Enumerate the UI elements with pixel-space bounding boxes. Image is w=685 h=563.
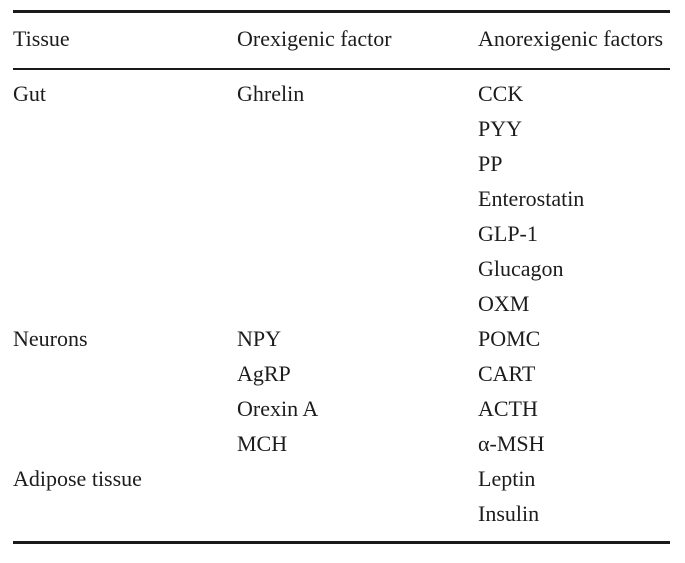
anorexigenic-cell: PP bbox=[478, 151, 503, 176]
table-row: Neurons NPY POMC bbox=[13, 321, 670, 356]
anorexigenic-cell: POMC bbox=[478, 326, 541, 351]
anorexigenic-cell: PYY bbox=[478, 116, 523, 141]
orexigenic-cell: MCH bbox=[237, 431, 288, 456]
table-row: GLP-1 bbox=[13, 216, 670, 251]
tissue-cell bbox=[13, 426, 237, 461]
anorexigenic-cell: ACTH bbox=[478, 396, 538, 421]
tissue-cell bbox=[13, 181, 237, 216]
orexigenic-cell bbox=[237, 146, 478, 181]
anorexigenic-cell: Glucagon bbox=[478, 256, 564, 281]
column-header-orexigenic: Orexigenic factor bbox=[237, 26, 392, 51]
tissue-cell bbox=[13, 356, 237, 391]
table-row: Gut Ghrelin CCK bbox=[13, 76, 670, 111]
table-row: PYY bbox=[13, 111, 670, 146]
table-body: Gut Ghrelin CCK PYY PP Enterostatin GLP-… bbox=[13, 70, 670, 544]
orexigenic-cell: Orexin A bbox=[237, 396, 319, 421]
table-row: Enterostatin bbox=[13, 181, 670, 216]
column-header-anorexigenic: Anorexigenic factors bbox=[478, 26, 664, 51]
tissue-cell bbox=[13, 111, 237, 146]
table-row: AgRP CART bbox=[13, 356, 670, 391]
orexigenic-cell bbox=[237, 251, 478, 286]
orexigenic-cell bbox=[237, 111, 478, 146]
orexigenic-cell: NPY bbox=[237, 326, 282, 351]
tissue-cell bbox=[13, 251, 237, 286]
table-row: Orexin A ACTH bbox=[13, 391, 670, 426]
table-row: Glucagon bbox=[13, 251, 670, 286]
tissue-cell: Neurons bbox=[13, 326, 88, 351]
tissue-cell bbox=[13, 286, 237, 321]
table-row: PP bbox=[13, 146, 670, 181]
orexigenic-cell: AgRP bbox=[237, 361, 291, 386]
orexigenic-cell bbox=[237, 216, 478, 251]
orexigenic-cell bbox=[237, 496, 478, 531]
anorexigenic-cell: α-MSH bbox=[478, 431, 545, 456]
table-row: Insulin bbox=[13, 496, 670, 531]
tissue-cell bbox=[13, 216, 237, 251]
table-row: Adipose tissue Leptin bbox=[13, 461, 670, 496]
anorexigenic-cell: Insulin bbox=[478, 501, 540, 526]
tissue-cell: Adipose tissue bbox=[13, 466, 142, 491]
anorexigenic-cell: OXM bbox=[478, 291, 530, 316]
tissue-cell bbox=[13, 496, 237, 531]
table-header-row: Tissue Orexigenic factor Anorexigenic fa… bbox=[13, 13, 670, 70]
orexigenic-cell: Ghrelin bbox=[237, 81, 305, 106]
anorexigenic-cell: GLP-1 bbox=[478, 221, 538, 246]
tissue-cell bbox=[13, 391, 237, 426]
table-row: OXM bbox=[13, 286, 670, 321]
factors-table: Tissue Orexigenic factor Anorexigenic fa… bbox=[13, 10, 670, 544]
anorexigenic-cell: CCK bbox=[478, 81, 524, 106]
anorexigenic-cell: Enterostatin bbox=[478, 186, 585, 211]
orexigenic-cell bbox=[237, 461, 478, 496]
tissue-cell: Gut bbox=[13, 81, 46, 106]
anorexigenic-cell: CART bbox=[478, 361, 536, 386]
column-header-tissue: Tissue bbox=[13, 26, 70, 51]
orexigenic-cell bbox=[237, 286, 478, 321]
tissue-cell bbox=[13, 146, 237, 181]
anorexigenic-cell: Leptin bbox=[478, 466, 536, 491]
table-row: MCH α-MSH bbox=[13, 426, 670, 461]
orexigenic-cell bbox=[237, 181, 478, 216]
